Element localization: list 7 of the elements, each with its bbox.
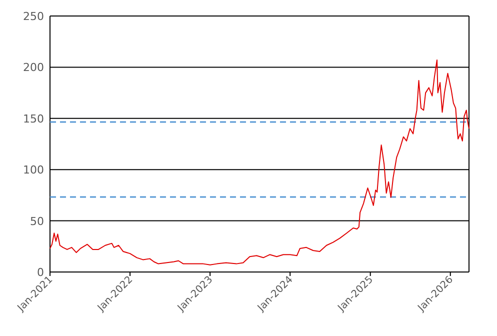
y-tick-label: 200 [23, 61, 44, 74]
y-tick-label: 100 [23, 164, 44, 177]
y-tick-label: 250 [23, 10, 44, 23]
y-tick-label: 50 [30, 214, 44, 228]
y-tick-label: 0 [37, 266, 44, 279]
line-series [50, 60, 470, 266]
y-tick-label: 150 [23, 112, 44, 126]
